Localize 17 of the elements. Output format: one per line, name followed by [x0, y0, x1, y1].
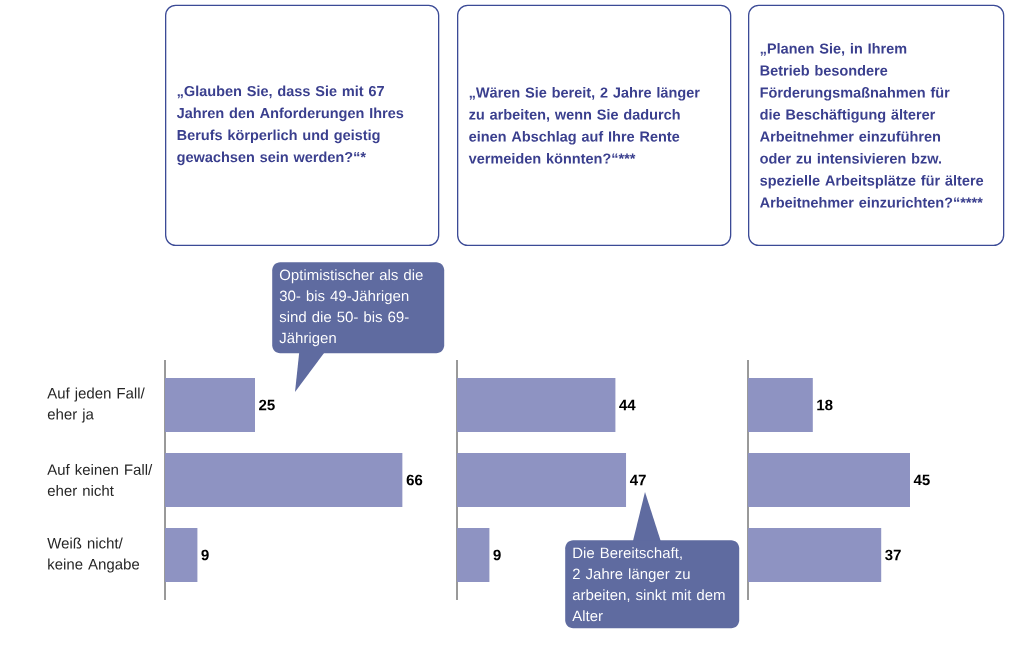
- annotation: Die Bereitschaft, 2 Jahre länger zu arbeiten, sinkt mit dem Alter: [572, 547, 725, 622]
- chart-title: „Planen Sie, in Ihrem Betrieb besondere Förderungsmaßnahmen für die Beschäftigung älterer Arbeitnehmer einzuführen oder zu intensivieren bzw. spezielle Arbeitsplätze für ältere Arbeitnehmer einzurichten?“****: [760, 43, 984, 208]
- data-label: 18: [817, 399, 833, 411]
- data-label: 44: [619, 399, 636, 411]
- data-label: 66: [406, 474, 423, 486]
- data-label: 45: [913, 474, 930, 486]
- data-label: 25: [259, 399, 275, 411]
- y-tick-label: Auf keinen Fall/ eher nicht: [47, 463, 153, 496]
- data-label: 47: [629, 474, 646, 486]
- y-tick-label: Weiß nicht/ keine Angabe: [47, 537, 140, 573]
- text: Optimistischer als die 30- bis 49-Jährigen sind die 50- bis 69-Jährigen: [279, 269, 423, 347]
- y-tick-label: Auf jeden Fall/ eher ja: [47, 387, 145, 423]
- chart-title: „Wären Sie bereit, 2 Jahre länger zu arbeiten, wenn Sie dadurch einen Abschlag auf Ihre Rente vermeiden könnten?“***: [468, 87, 700, 164]
- data-label: 9: [493, 549, 501, 561]
- data-label: 37: [885, 549, 901, 561]
- chart-title: „Glauben Sie, dass Sie mit 67 Jahren den Anforderungen Ihres Berufs körperlich und geistig gewachsen sein werden?“*: [176, 85, 404, 166]
- data-label: 9: [201, 549, 209, 561]
